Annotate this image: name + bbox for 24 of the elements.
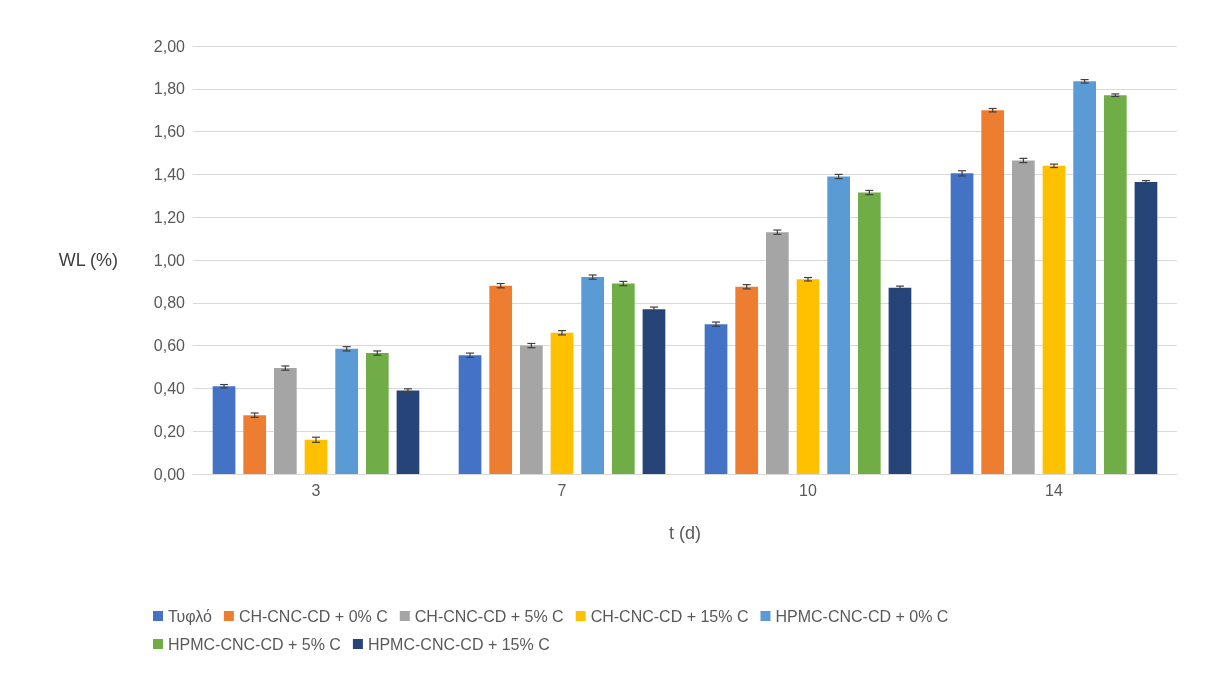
x-tick-label: 7 (557, 481, 567, 499)
y-tick-label: 1,80 (153, 80, 186, 98)
legend-label: CH-CNC-CD + 5% C (414, 607, 564, 625)
y-tick-label: 0,80 (153, 294, 186, 312)
y-tick-label: 0,00 (153, 465, 186, 483)
y-axis-title: WL (%) (58, 250, 118, 270)
x-tick-label: 3 (311, 481, 321, 499)
legend-label: Τυφλό (168, 607, 212, 625)
legend-label: CH-CNC-CD + 0% C (238, 607, 388, 625)
x-axis-title: t (d) (668, 523, 702, 543)
y-tick-label: 1,20 (153, 208, 186, 226)
y-tick-label: 1,40 (153, 165, 186, 183)
legend-label: HPMC-CNC-CD + 15% C (367, 635, 550, 653)
y-tick-label: 0,40 (153, 379, 186, 397)
y-tick-label: 1,60 (153, 123, 186, 141)
y-tick-label: 0,60 (153, 337, 186, 355)
legend-label: HPMC-CNC-CD + 5% C (168, 635, 341, 653)
legend-label: CH-CNC-CD + 15% C (590, 607, 749, 625)
legend-label: HPMC-CNC-CD + 0% C (775, 607, 949, 625)
x-tick-label: 10 (799, 481, 817, 499)
y-tick-label: 0,20 (153, 422, 186, 440)
y-tick-label: 1,00 (153, 251, 186, 269)
y-tick-label: 2,00 (153, 37, 186, 55)
x-tick-label: 14 (1045, 481, 1063, 499)
